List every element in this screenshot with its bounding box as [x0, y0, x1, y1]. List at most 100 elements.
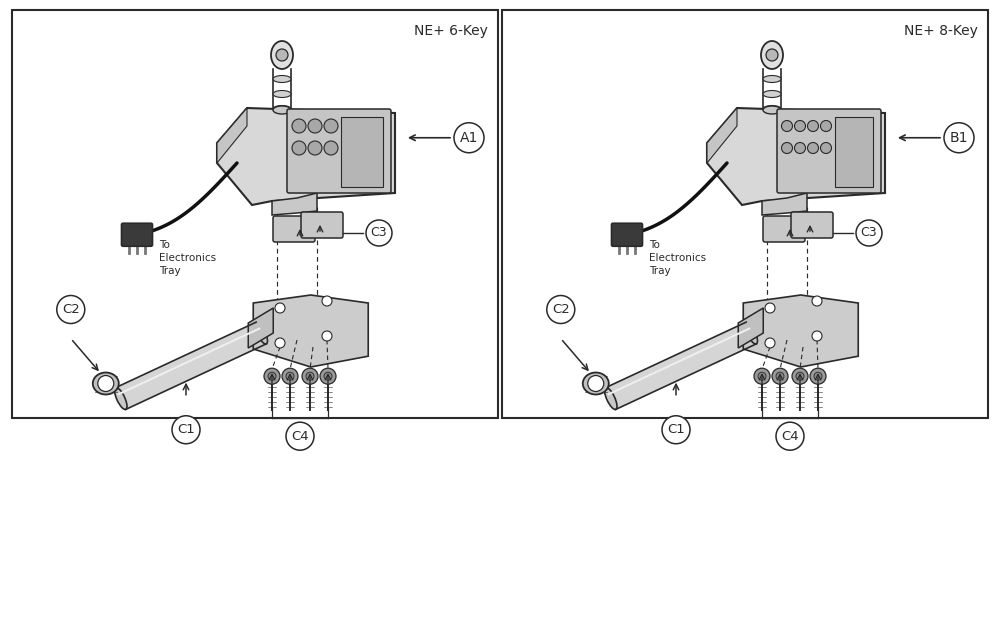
Ellipse shape	[763, 91, 781, 97]
Circle shape	[754, 368, 770, 384]
Circle shape	[808, 142, 818, 153]
Text: B1: B1	[950, 131, 968, 145]
Circle shape	[57, 296, 85, 323]
Circle shape	[812, 331, 822, 341]
Polygon shape	[738, 308, 763, 348]
Circle shape	[286, 422, 314, 450]
Circle shape	[275, 338, 285, 348]
Polygon shape	[743, 295, 858, 367]
Polygon shape	[707, 108, 737, 163]
Text: C4: C4	[291, 430, 309, 442]
Circle shape	[766, 49, 778, 61]
Bar	[835, 117, 873, 187]
Text: C1: C1	[177, 423, 195, 436]
Circle shape	[794, 142, 806, 153]
Ellipse shape	[763, 106, 781, 113]
Ellipse shape	[255, 322, 267, 344]
Circle shape	[547, 296, 575, 323]
Ellipse shape	[273, 75, 291, 82]
Circle shape	[772, 368, 788, 384]
Polygon shape	[217, 108, 395, 205]
Circle shape	[810, 368, 826, 384]
Circle shape	[98, 375, 114, 391]
FancyBboxPatch shape	[287, 109, 391, 193]
Polygon shape	[762, 193, 807, 215]
Circle shape	[308, 141, 322, 155]
Text: C3: C3	[371, 227, 387, 239]
Circle shape	[324, 141, 338, 155]
Circle shape	[320, 368, 336, 384]
Text: To
Electronics
Tray: To Electronics Tray	[159, 240, 216, 276]
Text: To
Electronics
Tray: To Electronics Tray	[649, 240, 706, 276]
Circle shape	[808, 120, 818, 132]
Circle shape	[765, 338, 775, 348]
Ellipse shape	[583, 372, 609, 394]
Circle shape	[796, 372, 804, 380]
Ellipse shape	[761, 41, 783, 69]
Bar	[12, 10, 498, 418]
Ellipse shape	[273, 91, 291, 97]
Circle shape	[172, 416, 200, 444]
Ellipse shape	[745, 322, 757, 344]
Circle shape	[286, 372, 294, 380]
Polygon shape	[116, 322, 266, 410]
Circle shape	[366, 220, 392, 246]
Ellipse shape	[115, 387, 127, 410]
Ellipse shape	[93, 372, 119, 394]
Polygon shape	[248, 308, 273, 348]
FancyBboxPatch shape	[122, 223, 152, 246]
Polygon shape	[707, 108, 885, 205]
Circle shape	[292, 141, 306, 155]
Text: C2: C2	[552, 303, 570, 316]
Circle shape	[782, 120, 792, 132]
Circle shape	[776, 422, 804, 450]
FancyBboxPatch shape	[763, 216, 805, 242]
Circle shape	[324, 119, 338, 133]
Circle shape	[776, 372, 784, 380]
Polygon shape	[217, 108, 247, 163]
Polygon shape	[253, 295, 368, 367]
Ellipse shape	[763, 106, 781, 114]
Ellipse shape	[273, 106, 291, 113]
Circle shape	[282, 368, 298, 384]
Text: NE+ 6-Key: NE+ 6-Key	[414, 24, 488, 38]
Circle shape	[302, 368, 318, 384]
FancyBboxPatch shape	[791, 212, 833, 238]
Bar	[341, 117, 383, 187]
Circle shape	[324, 372, 332, 380]
Circle shape	[322, 331, 332, 341]
Ellipse shape	[273, 106, 291, 114]
Circle shape	[454, 123, 484, 153]
Circle shape	[322, 296, 332, 306]
Circle shape	[662, 416, 690, 444]
Circle shape	[794, 120, 806, 132]
Circle shape	[308, 119, 322, 133]
Text: A1: A1	[460, 131, 478, 145]
Circle shape	[588, 375, 604, 391]
Text: C3: C3	[861, 227, 877, 239]
Circle shape	[782, 142, 792, 153]
Polygon shape	[272, 193, 317, 215]
Circle shape	[275, 303, 285, 313]
Ellipse shape	[763, 75, 781, 82]
FancyBboxPatch shape	[612, 223, 642, 246]
Circle shape	[264, 368, 280, 384]
Ellipse shape	[605, 387, 617, 410]
Circle shape	[820, 120, 832, 132]
Circle shape	[856, 220, 882, 246]
Circle shape	[765, 303, 775, 313]
Circle shape	[306, 372, 314, 380]
Circle shape	[944, 123, 974, 153]
FancyBboxPatch shape	[777, 109, 881, 193]
Bar	[502, 10, 988, 418]
Text: NE+ 8-Key: NE+ 8-Key	[904, 24, 978, 38]
Circle shape	[814, 372, 822, 380]
Polygon shape	[606, 322, 756, 410]
Text: C1: C1	[667, 423, 685, 436]
Ellipse shape	[271, 41, 293, 69]
Circle shape	[758, 372, 766, 380]
Circle shape	[276, 49, 288, 61]
Circle shape	[820, 142, 832, 153]
Text: C2: C2	[62, 303, 80, 316]
FancyBboxPatch shape	[273, 216, 315, 242]
